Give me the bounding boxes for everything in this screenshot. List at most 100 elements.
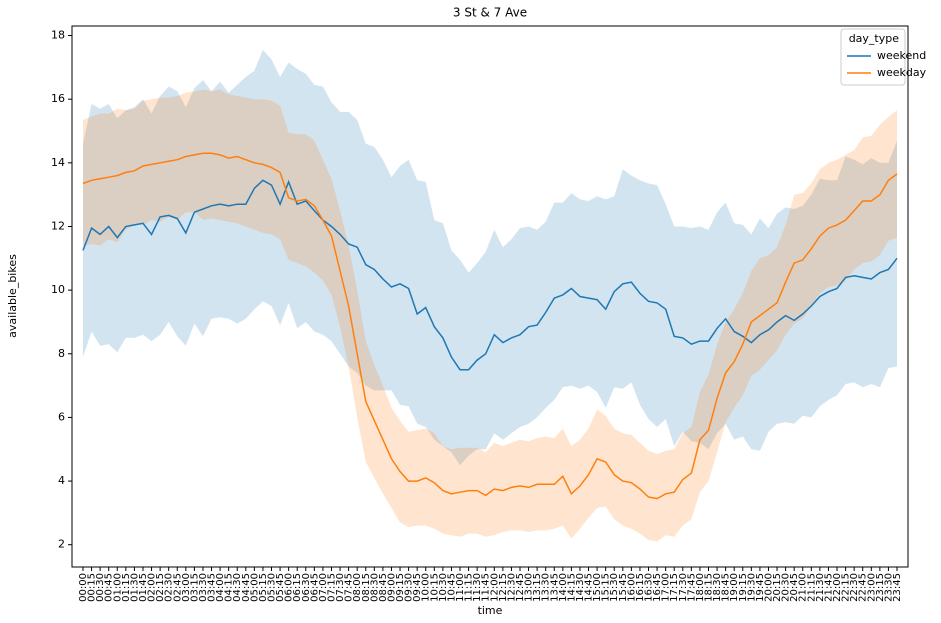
x-tick-label: 16:30 <box>644 573 655 602</box>
x-tick-label: 20:45 <box>789 573 800 602</box>
x-tick-label: 23:45 <box>892 573 903 602</box>
x-tick-label: 11:45 <box>481 573 492 602</box>
x-tick-label: 01:15 <box>121 573 132 602</box>
x-tick-label: 06:15 <box>292 573 303 602</box>
x-tick-label: 02:15 <box>155 573 166 602</box>
x-tick-label: 23:15 <box>875 573 886 602</box>
x-tick-label: 07:30 <box>335 573 346 602</box>
x-tick-label: 05:00 <box>249 573 260 602</box>
x-tick-label: 12:00 <box>489 573 500 602</box>
x-tick-label: 07:45 <box>344 573 355 602</box>
x-tick-label: 08:30 <box>369 573 380 602</box>
x-tick-label: 08:00 <box>352 573 363 602</box>
x-tick-label: 13:15 <box>532 573 543 602</box>
x-tick-label: 18:00 <box>695 573 706 602</box>
x-tick-label: 13:45 <box>549 573 560 602</box>
x-tick-label: 17:45 <box>686 573 697 602</box>
x-tick-label: 09:30 <box>404 573 415 602</box>
x-tick-label: 03:30 <box>198 573 209 602</box>
x-tick-label: 22:15 <box>841 573 852 602</box>
y-tick-label: 14 <box>51 156 65 169</box>
x-tick-label: 04:15 <box>224 573 235 602</box>
x-tick-label: 21:15 <box>806 573 817 602</box>
x-tick-label: 01:45 <box>138 573 149 602</box>
y-tick-label: 4 <box>58 474 65 487</box>
plot-frame <box>71 25 909 568</box>
confidence-band <box>83 49 897 466</box>
x-tick-label: 15:45 <box>618 573 629 602</box>
x-tick-label: 10:45 <box>446 573 457 602</box>
x-tick-label: 13:00 <box>524 573 535 602</box>
x-tick-label: 00:30 <box>95 573 106 602</box>
x-tick-label: 12:15 <box>498 573 509 602</box>
x-tick-label: 10:15 <box>429 573 440 602</box>
line <box>82 152 898 500</box>
x-tick-label: 17:15 <box>669 573 680 602</box>
x-tick-label: 08:45 <box>378 573 389 602</box>
x-tick-label: 09:45 <box>412 573 423 602</box>
x-tick-label: 10:00 <box>421 573 432 602</box>
x-tick-label: 00:15 <box>87 573 98 602</box>
x-tick-label: 17:00 <box>661 573 672 602</box>
y-tick-label: 16 <box>51 92 65 105</box>
y-axis-label: available_bikes <box>6 254 19 338</box>
x-tick-label: 11:00 <box>455 573 466 602</box>
x-tick-label: 02:00 <box>147 573 158 602</box>
x-tick-label: 18:45 <box>721 573 732 602</box>
x-tick-label: 12:30 <box>506 573 517 602</box>
x-tick-label: 06:30 <box>301 573 312 602</box>
x-tick-label: 13:30 <box>541 573 552 602</box>
x-tick-label: 07:15 <box>326 573 337 602</box>
x-tick-label: 15:15 <box>601 573 612 602</box>
x-tick-label: 06:45 <box>309 573 320 602</box>
x-tick-label: 07:00 <box>318 573 329 602</box>
legend-title: day_type <box>849 32 900 45</box>
x-tick-label: 22:45 <box>858 573 869 602</box>
x-tick-label: 19:45 <box>755 573 766 602</box>
x-tick-label: 06:00 <box>284 573 295 602</box>
x-tick-label: 14:30 <box>575 573 586 602</box>
x-tick-label: 18:15 <box>703 573 714 602</box>
x-tick-label: 21:45 <box>823 573 834 602</box>
y-tick-label: 12 <box>51 219 65 232</box>
x-tick-label: 21:00 <box>798 573 809 602</box>
x-axis-label: time <box>478 604 503 617</box>
x-tick-label: 16:15 <box>635 573 646 602</box>
x-tick-label: 11:15 <box>464 573 475 602</box>
x-tick-label: 04:00 <box>215 573 226 602</box>
x-tick-label: 10:30 <box>438 573 449 602</box>
x-tick-label: 04:45 <box>241 573 252 602</box>
x-tick-label: 20:30 <box>781 573 792 602</box>
x-tick-label: 00:45 <box>104 573 115 602</box>
x-tick-label: 23:00 <box>866 573 877 602</box>
y-tick-label: 10 <box>51 283 65 296</box>
x-tick-label: 22:00 <box>832 573 843 602</box>
y-tick-label: 8 <box>58 347 65 360</box>
x-tick-label: 20:15 <box>772 573 783 602</box>
x-tick-label: 14:00 <box>558 573 569 602</box>
x-tick-label: 20:00 <box>763 573 774 602</box>
legend-box <box>840 28 906 86</box>
x-tick-label: 03:45 <box>207 573 218 602</box>
y-tick-label: 18 <box>51 29 65 42</box>
chart-title: 3 St & 7 Ave <box>453 6 527 20</box>
x-tick-label: 15:30 <box>609 573 620 602</box>
x-tick-label: 15:00 <box>592 573 603 602</box>
x-tick-label: 14:45 <box>584 573 595 602</box>
x-tick-label: 16:00 <box>626 573 637 602</box>
x-tick-label: 03:15 <box>189 573 200 602</box>
x-tick-label: 09:15 <box>395 573 406 602</box>
x-tick-label: 01:30 <box>129 573 140 602</box>
legend-label: weekday <box>877 66 927 79</box>
x-tick-label: 11:30 <box>472 573 483 602</box>
confidence-band <box>83 89 897 542</box>
x-tick-label: 05:45 <box>275 573 286 602</box>
x-tick-label: 04:30 <box>232 573 243 602</box>
x-tick-label: 19:15 <box>738 573 749 602</box>
x-tick-label: 12:45 <box>515 573 526 602</box>
x-tick-label: 05:30 <box>267 573 278 602</box>
x-tick-label: 02:30 <box>164 573 175 602</box>
y-tick-label: 6 <box>58 410 65 423</box>
